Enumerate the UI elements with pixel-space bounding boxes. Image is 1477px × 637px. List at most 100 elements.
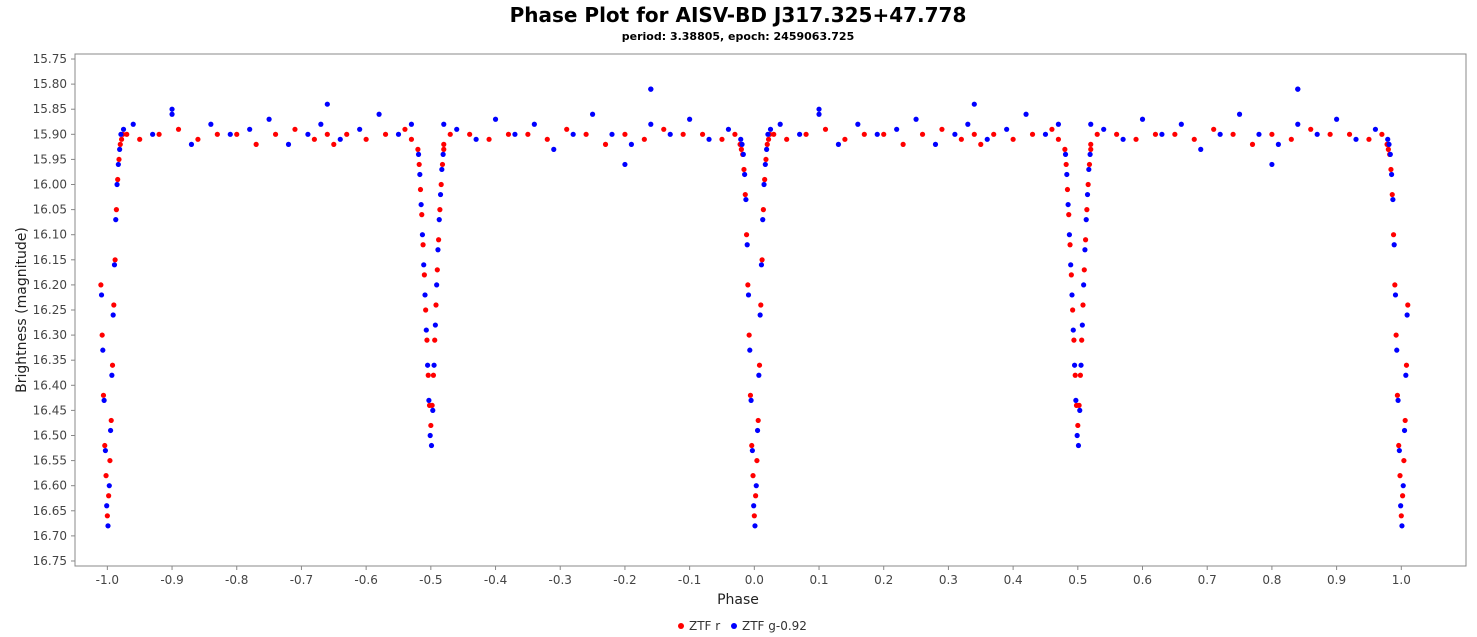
- data-point: [1399, 493, 1406, 499]
- data-point: [760, 207, 766, 213]
- data-point: [971, 131, 977, 137]
- data-point: [1385, 136, 1391, 142]
- data-point: [1389, 191, 1395, 198]
- data-point: [1397, 473, 1403, 479]
- data-point: [756, 362, 763, 368]
- x-tick-label: -0.6: [354, 573, 377, 587]
- data-point: [311, 136, 317, 142]
- data-point: [1372, 126, 1379, 132]
- data-point: [1386, 141, 1392, 147]
- data-point: [1086, 166, 1092, 173]
- data-point: [195, 136, 201, 142]
- data-point: [432, 337, 438, 343]
- data-point: [762, 161, 768, 168]
- y-tick-label: 16.50: [33, 428, 67, 442]
- data-point: [740, 151, 746, 157]
- data-point: [751, 503, 757, 509]
- data-point: [1133, 136, 1139, 142]
- data-point: [1085, 181, 1091, 188]
- data-point: [324, 101, 330, 107]
- data-point: [756, 372, 762, 378]
- x-tick-label: -0.1: [678, 573, 701, 587]
- y-tick-label: 16.45: [33, 403, 67, 417]
- x-tick-label: 0.5: [1068, 573, 1087, 587]
- data-point: [739, 141, 745, 147]
- data-point: [441, 121, 447, 127]
- data-point: [440, 151, 446, 157]
- y-tick-label: 16.60: [33, 479, 67, 493]
- data-point: [750, 473, 756, 479]
- y-tick-label: 16.55: [33, 454, 67, 468]
- data-point: [426, 397, 432, 403]
- data-point: [408, 136, 415, 142]
- data-point: [305, 131, 311, 137]
- data-point: [1403, 372, 1409, 378]
- data-point: [525, 131, 531, 137]
- data-point: [767, 126, 774, 132]
- data-point: [188, 141, 195, 147]
- data-point: [208, 121, 214, 127]
- data-point: [1379, 131, 1385, 137]
- data-point: [1387, 151, 1393, 157]
- data-point: [725, 126, 732, 132]
- data-point: [755, 417, 761, 424]
- data-point: [1088, 146, 1094, 152]
- data-point: [1082, 247, 1088, 253]
- x-tick-label: 0.0: [745, 573, 764, 587]
- data-point: [120, 126, 127, 132]
- data-point: [745, 282, 751, 288]
- y-tick-label: 16.00: [33, 178, 67, 192]
- data-point: [437, 191, 444, 198]
- data-point: [738, 146, 744, 152]
- data-point: [150, 131, 156, 137]
- x-tick-label: -1.0: [96, 573, 119, 587]
- data-point: [104, 503, 110, 509]
- data-point: [1198, 146, 1204, 152]
- data-point: [1288, 136, 1294, 142]
- data-point: [965, 121, 971, 127]
- data-point: [861, 131, 867, 137]
- data-point: [1388, 171, 1395, 178]
- x-tick-label: 0.2: [874, 573, 893, 587]
- data-point: [1079, 337, 1085, 343]
- data-point: [765, 131, 771, 137]
- legend-marker-ztf-g: [731, 623, 737, 629]
- data-point: [111, 302, 117, 308]
- data-point: [609, 131, 615, 137]
- x-axis-label: Phase: [717, 592, 759, 608]
- data-point: [1068, 262, 1074, 268]
- data-point: [433, 302, 439, 308]
- data-point: [439, 166, 445, 173]
- x-tick-label: 0.7: [1198, 573, 1217, 587]
- data-point: [1065, 201, 1071, 208]
- data-point: [1070, 307, 1076, 313]
- data-point: [1401, 427, 1408, 434]
- data-point: [797, 131, 803, 137]
- data-point: [753, 493, 759, 499]
- data-point: [1334, 116, 1340, 122]
- data-point: [753, 483, 759, 489]
- data-point: [1398, 503, 1404, 509]
- data-point: [648, 86, 654, 92]
- data-point: [454, 126, 460, 132]
- data-point: [1075, 422, 1081, 429]
- data-point: [1079, 322, 1085, 328]
- data-point: [104, 513, 110, 519]
- y-tick-label: 16.35: [33, 353, 67, 367]
- data-point: [234, 131, 240, 137]
- data-point: [117, 141, 123, 147]
- y-tick-label: 15.90: [33, 127, 67, 141]
- data-point: [1004, 126, 1010, 132]
- data-point: [759, 257, 765, 263]
- data-point: [382, 131, 389, 137]
- data-point: [98, 292, 105, 298]
- x-tick-label: 0.1: [809, 573, 828, 587]
- data-point: [919, 131, 926, 137]
- data-point: [430, 407, 436, 413]
- data-point: [422, 292, 428, 298]
- x-tick-label: -0.5: [419, 573, 442, 587]
- y-tick-label: 16.40: [33, 378, 67, 392]
- data-point: [438, 181, 444, 188]
- data-point: [760, 217, 766, 223]
- data-point: [1088, 121, 1094, 127]
